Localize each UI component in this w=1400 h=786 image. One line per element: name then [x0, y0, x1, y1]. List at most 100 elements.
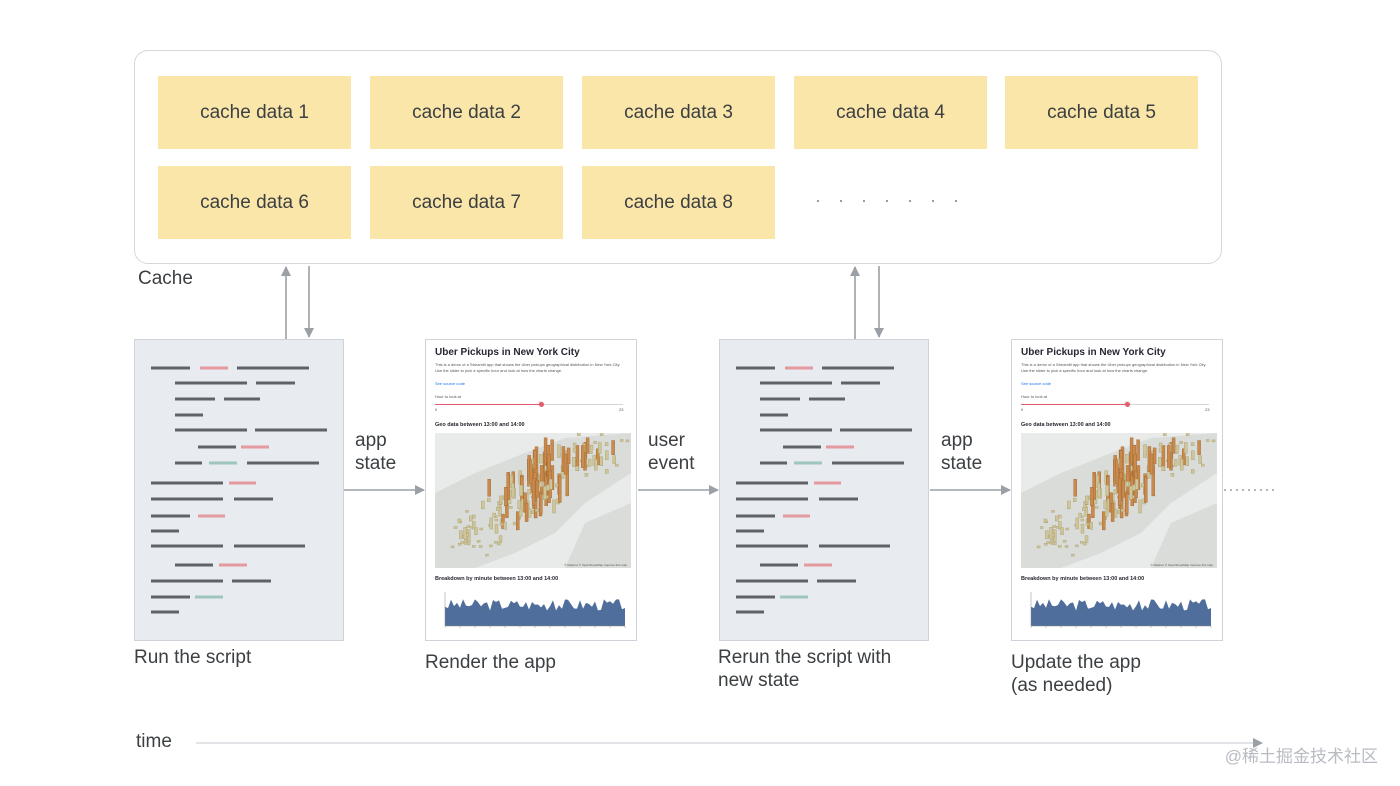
map-column [1058, 521, 1062, 530]
hour-slider[interactable] [1021, 402, 1209, 407]
cache-cell-1: cache data 1 [158, 76, 351, 149]
map-column [472, 514, 476, 519]
map-column [1110, 502, 1115, 522]
slider-thumb[interactable] [1124, 402, 1130, 407]
map-column [543, 486, 547, 500]
map-column [1073, 497, 1077, 502]
cache-cell-5: cache data 5 [1005, 76, 1198, 149]
map-column [1083, 542, 1087, 546]
map-column [1043, 518, 1048, 523]
map-area[interactable]: © Mapbox © OpenStreetMap Improve this ma… [1021, 433, 1217, 568]
map-column [469, 515, 473, 522]
map-column [1143, 444, 1147, 458]
map-column [497, 542, 501, 546]
map-column [1119, 450, 1124, 470]
map-column [472, 521, 476, 530]
map-graphic [435, 433, 631, 568]
area-series [1031, 599, 1211, 626]
map-column [1158, 442, 1163, 447]
map-column [498, 535, 503, 543]
caption-rerun-script: Rerun the script with new state [718, 646, 891, 692]
app-title: Uber Pickups in New York City [435, 347, 580, 358]
map-column [554, 483, 559, 488]
map-column [548, 479, 553, 490]
script-code-lines [736, 366, 912, 614]
map-column [619, 439, 624, 442]
cache-cell-4: cache data 4 [794, 76, 987, 149]
app-panel-render: Uber Pickups in New York City This is a … [425, 339, 637, 641]
app-description: This is a demo of a Streamlit app that s… [435, 362, 621, 373]
map-column [1161, 466, 1166, 471]
slider-label: Hour to look at [435, 394, 462, 399]
map-column [563, 453, 568, 475]
map-column [1140, 483, 1145, 488]
map-column [1060, 527, 1064, 535]
map-column [478, 545, 483, 548]
map-column [498, 495, 503, 505]
map-column [604, 469, 609, 474]
cache-label: Cache [138, 268, 193, 289]
map-column [499, 523, 504, 526]
map-column [1125, 465, 1130, 495]
map-column [458, 542, 462, 546]
flow-label-line: event [648, 453, 695, 474]
map-column [1052, 525, 1056, 528]
map-column [566, 447, 571, 465]
map-column [1166, 445, 1171, 468]
map-column [1051, 510, 1055, 513]
map-column [1190, 442, 1195, 446]
cache-cell-2: cache data 2 [370, 76, 563, 149]
map-column [494, 523, 499, 534]
map-column [1185, 433, 1190, 436]
map-column [1125, 454, 1129, 464]
map-column [538, 493, 543, 514]
map-column [457, 518, 462, 523]
map-column [1084, 535, 1089, 543]
map-column [589, 444, 594, 451]
timeline-label: time [136, 731, 172, 752]
hour-slider[interactable] [435, 402, 623, 407]
map-column [588, 451, 593, 455]
map-column [534, 508, 539, 512]
map-column [1124, 493, 1129, 514]
map-column [474, 527, 478, 535]
slider-thumb[interactable] [538, 402, 544, 407]
minute-area-chart [444, 592, 626, 628]
map-column [453, 526, 458, 529]
map-column [501, 513, 505, 529]
map-column [487, 497, 491, 502]
breakdown-title: Breakdown by minute between 13:00 and 14… [435, 576, 559, 582]
source-code-link[interactable]: See source code [435, 381, 466, 386]
map-column [1121, 479, 1126, 498]
map-column [494, 518, 499, 522]
map-column [1151, 464, 1156, 497]
map-column [1097, 483, 1101, 498]
app-title: Uber Pickups in New York City [1021, 347, 1166, 358]
map-column [1055, 515, 1059, 522]
map-column [539, 465, 544, 495]
map-column [515, 511, 520, 531]
map-column [1182, 448, 1186, 466]
source-code-link[interactable]: See source code [1021, 381, 1052, 386]
map-column [1175, 444, 1180, 451]
map-column [1173, 458, 1178, 467]
map-column [1115, 459, 1119, 485]
map-column [1105, 485, 1110, 497]
map-area[interactable]: © Mapbox © OpenStreetMap Improve this ma… [435, 433, 631, 568]
slider-min: 0 [435, 407, 438, 412]
map-column [1117, 478, 1122, 506]
map-column [1073, 479, 1077, 497]
map-column [489, 544, 493, 548]
script-panel-rerun [719, 339, 929, 641]
map-column [463, 542, 468, 545]
map-column [1131, 484, 1136, 491]
map-column [1067, 500, 1071, 510]
map-column [1049, 542, 1054, 545]
slider-fill [1021, 404, 1128, 405]
caption-line: new state [718, 670, 800, 691]
map-column [594, 459, 598, 471]
map-column [1084, 495, 1089, 505]
cache-ellipsis: · · · · · · · [815, 190, 965, 210]
map-column [1180, 459, 1184, 471]
flow-label-line: user [648, 430, 685, 451]
